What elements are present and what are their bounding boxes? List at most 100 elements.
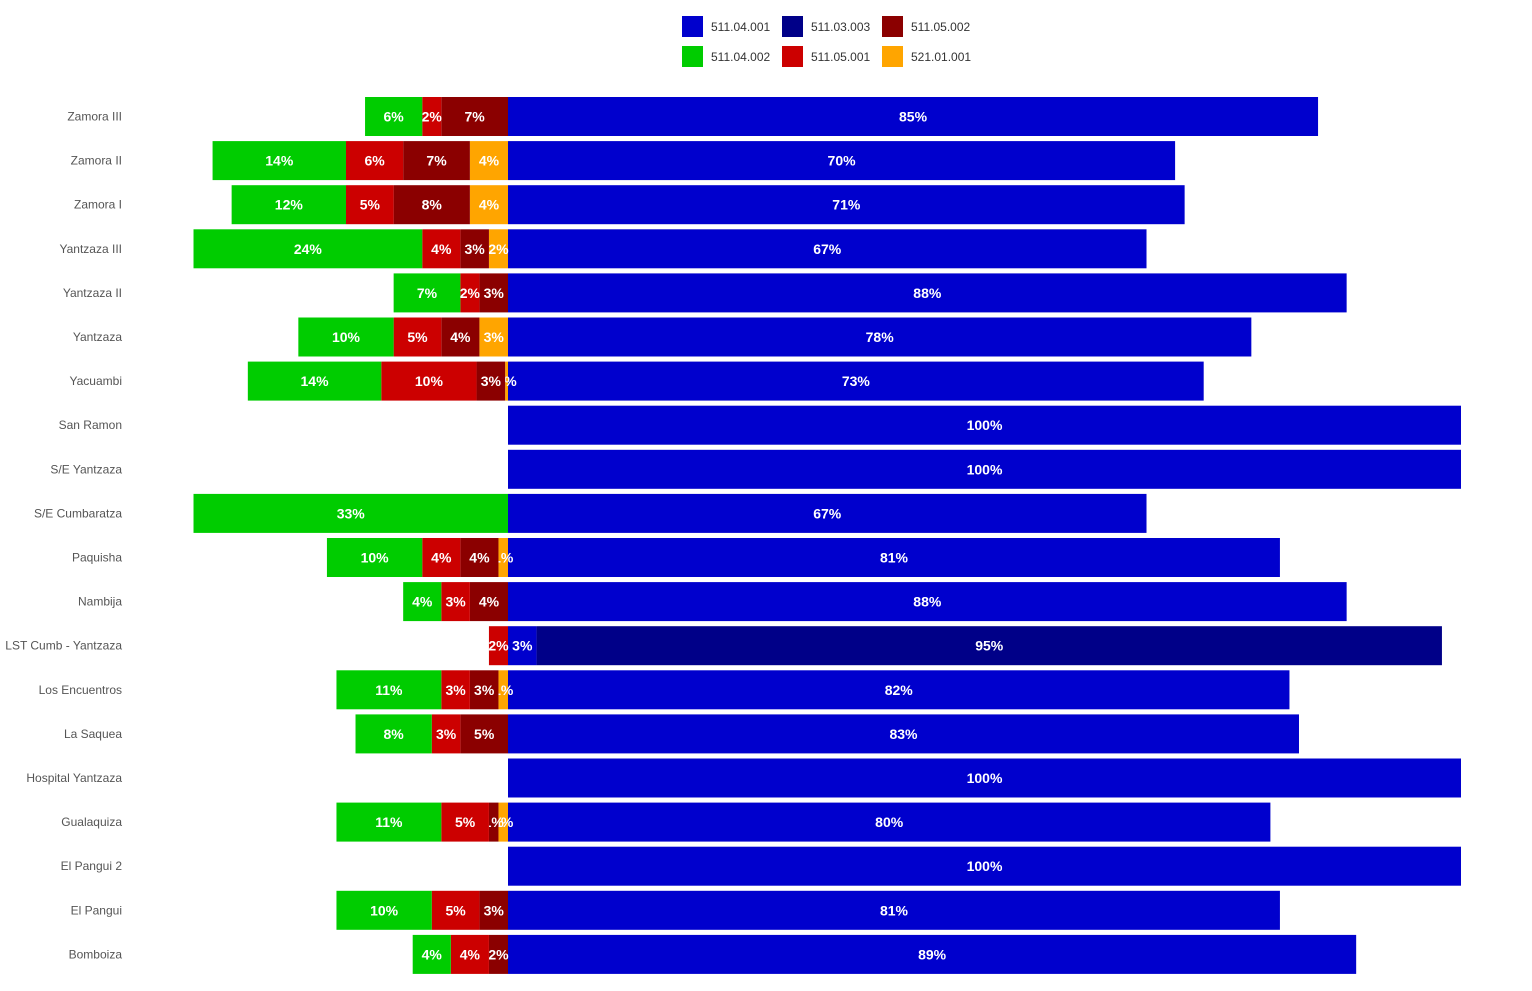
legend-swatch	[882, 46, 903, 67]
bar-segment-511-04-002	[193, 229, 423, 269]
bar-segment-511-05-001	[431, 890, 480, 930]
legend-item-511-05-001: 511.05.001	[782, 46, 870, 67]
bar-segment-511-05-002	[460, 714, 508, 754]
bar-segment-511-04-001	[508, 538, 1280, 577]
data-label: 10%	[415, 373, 444, 389]
data-label: 3%	[445, 682, 466, 698]
data-label: 89%	[918, 946, 947, 962]
data-label: 100%	[967, 461, 1003, 477]
data-label: 70%	[828, 153, 857, 169]
category-label: Paquisha	[72, 551, 122, 565]
data-label: 80%	[875, 814, 904, 830]
bar-segment-511-05-001	[460, 273, 480, 313]
bar-segment-511-05-002	[460, 229, 489, 269]
legend-swatch	[682, 46, 703, 67]
bar-segment-511-05-001	[422, 97, 442, 136]
data-label: 14%	[265, 153, 294, 169]
data-label: 100%	[967, 417, 1003, 433]
data-label: 2%	[488, 946, 509, 962]
legend-item-511-04-002: 511.04.002	[682, 46, 770, 67]
category-label: Yacuambi	[70, 374, 122, 388]
bar-segment-511-04-002	[336, 890, 432, 930]
category-label: Yantzaza III	[60, 242, 122, 256]
bar-segment-521-01-001	[469, 141, 508, 181]
data-label: 24%	[294, 241, 323, 257]
data-label: 5%	[455, 814, 476, 830]
bar-segment-511-04-001	[508, 758, 1461, 798]
bar-segment-511-05-002	[441, 317, 480, 357]
data-label: 33%	[337, 505, 366, 521]
bar-segment-511-04-002	[326, 538, 423, 577]
data-label: 10%	[332, 329, 361, 345]
data-label: 95%	[975, 638, 1004, 654]
bar-segment-511-04-001	[508, 405, 1461, 445]
bar-segment-511-04-002	[193, 493, 508, 533]
legend-swatch	[682, 16, 703, 37]
data-label: 82%	[885, 682, 914, 698]
bar-segment-521-01-001	[488, 229, 508, 269]
data-label: 3%	[484, 902, 505, 918]
data-label: 2%	[460, 285, 481, 301]
bar-segment-511-05-002	[488, 802, 499, 842]
bar-segment-511-05-002	[479, 273, 508, 313]
bar-segment-511-04-002	[355, 714, 432, 754]
data-label: 3%	[484, 285, 505, 301]
data-label: 4%	[479, 594, 500, 610]
bar-segment-511-05-001	[422, 538, 461, 577]
data-label: 4%	[431, 241, 452, 257]
bar-row-san-ramon: 100%	[508, 405, 1461, 445]
data-label: 8%	[384, 726, 405, 742]
bar-row-yantzaza-iii: 67% 2%3% 4% 24%	[193, 229, 1147, 269]
category-label: El Pangui	[71, 903, 122, 917]
bar-segment-521-01-001	[479, 317, 508, 357]
data-label: 11%	[375, 682, 403, 698]
data-label: 100%	[967, 858, 1003, 874]
bar-row-yantzaza-ii: 88% 3%2% 7%	[393, 273, 1347, 313]
bar-row-yacuambi: 73%0%3%10%14%	[247, 361, 1204, 401]
bar-segment-511-04-001	[508, 626, 537, 666]
bar-segment-511-04-001	[508, 449, 1461, 489]
bar-row-nambija: 88% 4% 3% 4%	[403, 582, 1347, 622]
bar-row-hospital-yantzaza: 100%	[508, 758, 1461, 798]
legend-label: 521.01.001	[911, 50, 971, 64]
bar-segment-511-04-001	[508, 141, 1176, 181]
data-label: 83%	[889, 726, 918, 742]
data-label: 4%	[450, 329, 471, 345]
bar-segment-521-01-001	[498, 802, 508, 842]
data-label: 3%	[436, 726, 457, 742]
bar-row-zamora-ii: 70% 4% 7% 6% 14%	[212, 141, 1176, 181]
bar-row-s-e-yantzaza: 100%	[508, 449, 1461, 489]
bar-row-s-e-cumbaratza: 67% 33%	[193, 493, 1147, 533]
bar-segment-511-04-001	[508, 229, 1147, 269]
bar-segment-511-04-002	[336, 802, 442, 842]
data-label: 67%	[813, 505, 842, 521]
data-label: 14%	[301, 373, 330, 389]
bar-segment-511-04-002	[393, 273, 461, 313]
data-label: 3%	[474, 682, 495, 698]
data-label: 85%	[899, 109, 928, 125]
bar-segment-511-04-002	[365, 97, 423, 136]
bar-segment-511-05-001	[450, 934, 489, 974]
category-label: Zamora II	[71, 154, 122, 168]
data-label: 3%	[512, 638, 533, 654]
category-label: Zamora III	[67, 110, 122, 124]
bar-segment-511-04-001	[508, 934, 1357, 974]
bar-segment-511-05-002	[441, 97, 508, 136]
legend-label: 511.05.002	[911, 20, 970, 34]
legend-swatch	[782, 16, 803, 37]
data-label: 7%	[465, 109, 486, 125]
data-label: 11%	[375, 814, 403, 830]
bar-segment-521-01-001	[505, 361, 508, 401]
bar-segment-511-04-001	[508, 582, 1347, 622]
bar-segment-521-01-001	[498, 538, 508, 577]
bar-segment-511-03-003	[536, 626, 1442, 666]
category-label: S/E Yantzaza	[50, 462, 122, 476]
legend-label: 511.04.002	[711, 50, 770, 64]
bar-segment-511-04-001	[508, 670, 1290, 710]
category-label: Zamora I	[74, 198, 122, 212]
legend-label: 511.05.001	[811, 50, 870, 64]
bar-segment-511-04-001	[508, 802, 1271, 842]
bar-segment-511-05-001	[488, 626, 508, 666]
category-label: Hospital Yantzaza	[26, 771, 122, 785]
